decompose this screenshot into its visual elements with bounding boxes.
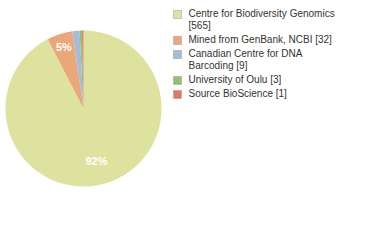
svg-text:5%: 5% — [56, 41, 72, 53]
svg-text:Centre for Biodiversity Genomi: Centre for Biodiversity Genomics[565] — [189, 8, 335, 31]
svg-text:92%: 92% — [85, 155, 107, 167]
svg-text:Canadian Centre for DNABarcodi: Canadian Centre for DNABarcoding [9] — [189, 48, 303, 71]
svg-text:Mined from GenBank, NCBI [32]: Mined from GenBank, NCBI [32] — [189, 34, 333, 45]
svg-text:University of Oulu [3]: University of Oulu [3] — [189, 74, 282, 85]
svg-text:Source BioScience [1]: Source BioScience [1] — [189, 88, 288, 99]
